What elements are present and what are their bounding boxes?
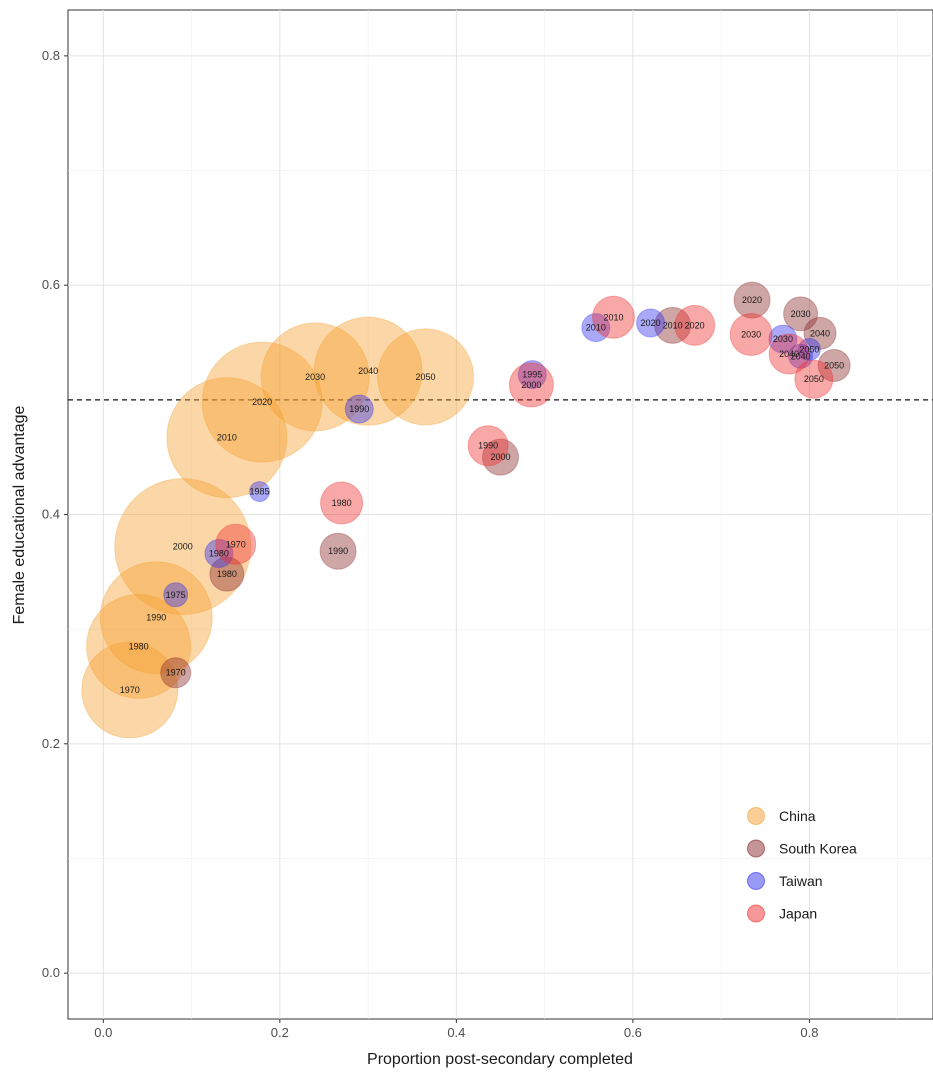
- y-tick-label: 0.0: [42, 965, 60, 980]
- bubble-label-japan: 2020: [685, 320, 705, 330]
- legend: China South Korea Taiwan Japan: [747, 807, 857, 923]
- bubble-label-japan: 2000: [521, 380, 541, 390]
- bubble-label-taiwan: 1985: [250, 487, 270, 497]
- legend-label-taiwan: Taiwan: [779, 873, 823, 889]
- x-tick-label: 0.0: [94, 1025, 112, 1040]
- bubble-japan: [591, 295, 635, 339]
- bubble-taiwan: [204, 538, 234, 568]
- bubble-label-japan: 1980: [332, 498, 352, 508]
- legend-label-japan: Japan: [779, 906, 817, 922]
- bubble-labels: 1970198019902000201020202030204020501970…: [120, 295, 844, 695]
- bubble-china: [313, 316, 423, 426]
- bubble-label-taiwan: 2040: [791, 351, 811, 361]
- x-axis-title: Proportion post-secondary completed: [367, 1051, 633, 1068]
- axes: 0.0 0.2 0.4 0.6 0.8 0.0 0.2 0.4 0.6 0.8: [42, 48, 819, 1040]
- bubble-label-south-korea: 2040: [810, 328, 830, 338]
- x-tick-label: 0.2: [271, 1025, 289, 1040]
- bubble-south-korea: [209, 556, 245, 592]
- bubbles: [81, 281, 851, 739]
- y-tick-label: 0.6: [42, 277, 60, 292]
- bubble-label-china: 2050: [415, 372, 435, 382]
- bubble-japan: [508, 362, 554, 408]
- y-tick-label: 0.2: [42, 736, 60, 751]
- bubble-china: [86, 593, 192, 699]
- bubble-label-japan: 1990: [478, 441, 498, 451]
- bubble-japan: [320, 481, 364, 525]
- bubble-china: [166, 377, 288, 499]
- legend-label-south-korea: South Korea: [779, 841, 857, 857]
- bubble-taiwan: [797, 337, 821, 361]
- bubble-china: [114, 478, 252, 616]
- bubble-japan: [729, 312, 773, 356]
- bubble-label-south-korea: 2050: [824, 360, 844, 370]
- bubble-south-korea: [160, 657, 192, 689]
- bubble-japan: [215, 523, 257, 565]
- bubble-south-korea: [733, 281, 771, 319]
- bubble-label-china: 2030: [305, 372, 325, 382]
- bubble-label-south-korea: 1990: [328, 546, 348, 556]
- bubble-label-south-korea: 1980: [217, 569, 237, 579]
- bubble-south-korea: [482, 438, 519, 476]
- bubble-label-japan: 2050: [804, 374, 824, 384]
- bubble-label-taiwan: 2050: [799, 344, 819, 354]
- bubble-label-china: 2010: [217, 433, 237, 443]
- bubble-taiwan: [768, 324, 798, 354]
- bubble-label-japan: 2040: [779, 349, 799, 359]
- bubble-label-taiwan: 1980: [209, 548, 229, 558]
- legend-key-china: [747, 807, 765, 825]
- x-tick-label: 0.8: [800, 1025, 818, 1040]
- bubble-label-china: 1970: [120, 685, 140, 695]
- bubble-south-korea: [817, 348, 851, 382]
- bubble-taiwan: [581, 313, 611, 343]
- bubble-taiwan: [636, 308, 666, 338]
- legend-label-china: China: [779, 808, 816, 824]
- bubble-south-korea: [319, 532, 357, 570]
- bubble-china: [376, 328, 474, 426]
- bubble-japan: [467, 425, 509, 467]
- y-tick-label: 0.8: [42, 48, 60, 63]
- legend-key-japan: [747, 904, 765, 923]
- bubble-south-korea: [654, 306, 692, 344]
- bubble-label-south-korea: 2010: [663, 320, 683, 330]
- bubble-label-taiwan: 2010: [586, 323, 606, 333]
- bubble-taiwan: [788, 343, 814, 369]
- x-tick-label: 0.6: [624, 1025, 642, 1040]
- bubble-japan: [674, 304, 716, 346]
- bubble-south-korea: [783, 296, 819, 332]
- bubble-label-china: 2040: [358, 366, 378, 376]
- bubble-china: [81, 641, 179, 739]
- bubble-label-japan: 2010: [603, 312, 623, 322]
- x-tick-label: 0.4: [447, 1025, 465, 1040]
- bubble-japan: [794, 359, 834, 399]
- bubble-label-china: 1980: [129, 641, 149, 651]
- bubble-label-japan: 2030: [741, 329, 761, 339]
- bubble-taiwan: [344, 394, 374, 424]
- bubble-taiwan: [249, 481, 271, 503]
- bubble-label-taiwan: 1990: [349, 404, 369, 414]
- bubble-south-korea: [803, 316, 837, 350]
- bubble-taiwan: [163, 582, 189, 608]
- bubble-label-taiwan: 2030: [773, 334, 793, 344]
- bubble-label-south-korea: 2030: [791, 309, 811, 319]
- bubble-label-taiwan: 1995: [522, 370, 542, 380]
- bubble-china: [99, 561, 213, 675]
- bubble-label-south-korea: 1970: [166, 668, 186, 678]
- y-axis-title: Female educational advantage: [11, 405, 28, 624]
- bubble-label-south-korea: 2000: [490, 452, 510, 462]
- bubble-label-taiwan: 1975: [166, 590, 186, 600]
- legend-key-south-korea: [747, 839, 765, 858]
- legend-key-taiwan: [747, 872, 765, 890]
- bubble-japan: [768, 333, 810, 375]
- bubble-label-japan: 1970: [226, 539, 246, 549]
- bubble-taiwan: [517, 360, 547, 390]
- bubble-label-china: 1990: [146, 613, 166, 623]
- bubble-china: [201, 341, 323, 463]
- bubble-china: [260, 322, 370, 432]
- bubble-label-china: 2020: [252, 397, 272, 407]
- bubble-label-south-korea: 2020: [742, 295, 762, 305]
- y-tick-label: 0.4: [42, 507, 60, 522]
- bubble-label-taiwan: 2020: [641, 318, 661, 328]
- bubble-label-china: 2000: [173, 542, 193, 552]
